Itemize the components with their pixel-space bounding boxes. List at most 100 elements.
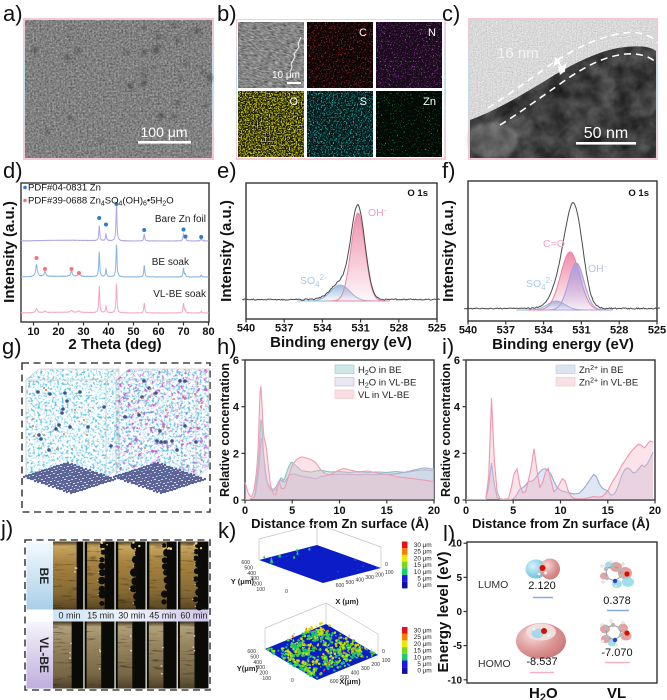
svg-text:O 1s: O 1s <box>628 188 649 199</box>
svg-text:BE soak: BE soak <box>152 257 190 268</box>
svg-text:20: 20 <box>414 641 422 648</box>
svg-text:μm: μm <box>423 576 432 583</box>
svg-text:525: 525 <box>428 323 446 335</box>
svg-text:Distance from Zn surface (Å): Distance from Zn surface (Å) <box>472 516 650 531</box>
svg-text:Binding energy (eV): Binding energy (eV) <box>492 336 634 353</box>
svg-text:400: 400 <box>247 571 256 577</box>
svg-text:N: N <box>428 27 436 39</box>
svg-text:20: 20 <box>649 505 661 517</box>
svg-text:25: 25 <box>414 549 422 556</box>
svg-text:534: 534 <box>313 323 332 335</box>
svg-text:531: 531 <box>351 323 369 335</box>
svg-text:-5: -5 <box>453 641 462 652</box>
svg-text:μm: μm <box>423 648 432 655</box>
svg-text:LUMO: LUMO <box>478 579 508 591</box>
svg-text:H2O in VL-BE: H2O in VL-BE <box>358 378 416 390</box>
svg-text:μm: μm <box>423 555 432 562</box>
svg-text:O: O <box>289 96 298 108</box>
svg-text:70: 70 <box>177 326 189 338</box>
svg-text:Binding energy (eV): Binding energy (eV) <box>270 334 412 351</box>
svg-text:BE: BE <box>37 568 51 585</box>
svg-text:H2O: H2O <box>529 685 558 700</box>
svg-text:h): h) <box>217 334 237 359</box>
svg-text:a): a) <box>3 1 23 26</box>
svg-text:C=O: C=O <box>543 238 565 250</box>
svg-text:16 nm: 16 nm <box>497 45 539 62</box>
svg-text:540: 540 <box>237 323 255 335</box>
svg-text:10: 10 <box>451 539 463 550</box>
svg-text:VL-BE soak: VL-BE soak <box>153 289 207 300</box>
svg-text:10: 10 <box>414 654 422 661</box>
svg-text:μm: μm <box>423 634 432 641</box>
svg-text:400: 400 <box>253 660 262 666</box>
svg-text:20: 20 <box>52 326 64 338</box>
svg-text:2 Theta (deg): 2 Theta (deg) <box>68 336 161 353</box>
svg-text:10: 10 <box>554 505 566 517</box>
svg-text:500: 500 <box>340 675 349 681</box>
svg-text:10: 10 <box>333 505 345 517</box>
svg-text:μm: μm <box>423 628 432 635</box>
svg-text:Zn2+ in VL-BE: Zn2+ in VL-BE <box>579 378 638 389</box>
svg-text:20: 20 <box>428 505 440 517</box>
svg-text:μm: μm <box>423 668 432 675</box>
svg-text:30: 30 <box>77 326 89 338</box>
svg-text:0: 0 <box>285 589 288 595</box>
svg-text:0: 0 <box>385 562 388 568</box>
svg-text:50: 50 <box>127 326 139 338</box>
svg-text:600: 600 <box>241 560 250 566</box>
svg-text:OH-: OH- <box>368 206 387 219</box>
svg-text:2: 2 <box>454 448 460 460</box>
svg-text:Zn: Zn <box>423 96 436 108</box>
svg-text:537: 537 <box>275 323 293 335</box>
svg-text:100: 100 <box>256 587 265 593</box>
svg-text:500: 500 <box>250 654 259 660</box>
svg-text:5: 5 <box>510 505 516 517</box>
svg-text:15: 15 <box>602 505 614 517</box>
svg-text:5: 5 <box>456 573 462 584</box>
svg-text:2.120: 2.120 <box>528 580 556 592</box>
svg-text:b): b) <box>217 1 237 26</box>
svg-text:45 min: 45 min <box>149 611 176 621</box>
svg-text:4: 4 <box>454 402 461 414</box>
svg-text:VL-BE: VL-BE <box>37 637 51 673</box>
svg-text:Energy level (eV): Energy level (eV) <box>435 552 452 673</box>
svg-text:0: 0 <box>417 582 421 589</box>
svg-text:540: 540 <box>459 325 477 337</box>
svg-text:100: 100 <box>382 658 391 664</box>
svg-text:600: 600 <box>247 649 256 655</box>
svg-text:l): l) <box>443 521 455 546</box>
svg-text:i): i) <box>442 334 454 359</box>
svg-text:Zn2+ in BE: Zn2+ in BE <box>579 365 623 376</box>
svg-text:0: 0 <box>456 607 462 618</box>
svg-text:HOMO: HOMO <box>478 658 511 670</box>
svg-text:-8.537: -8.537 <box>526 656 557 668</box>
svg-text:531: 531 <box>572 325 590 337</box>
svg-text:100 μm: 100 μm <box>141 124 188 140</box>
svg-text:H2O in BE: H2O in BE <box>358 365 402 377</box>
svg-text:60 min: 60 min <box>180 611 207 621</box>
svg-text:200: 200 <box>371 662 380 668</box>
svg-text:525: 525 <box>648 325 666 337</box>
svg-text:15: 15 <box>414 648 422 655</box>
svg-text:PDF#04-0831 Zn: PDF#04-0831 Zn <box>28 183 101 194</box>
svg-text:μm: μm <box>423 569 432 576</box>
svg-text:537: 537 <box>497 325 515 337</box>
svg-text:50 nm: 50 nm <box>584 125 628 142</box>
svg-text:Intensity (a.u.): Intensity (a.u.) <box>440 200 457 302</box>
svg-text:10: 10 <box>414 569 422 576</box>
svg-text:Relative concentration: Relative concentration <box>218 363 232 497</box>
svg-text:200: 200 <box>253 582 262 588</box>
svg-text:40: 40 <box>102 326 114 338</box>
svg-text:-7.070: -7.070 <box>601 647 632 659</box>
svg-text:100: 100 <box>385 570 394 576</box>
svg-text:528: 528 <box>610 325 628 337</box>
svg-text:μm: μm <box>423 654 432 661</box>
svg-text:534: 534 <box>534 325 553 337</box>
svg-text:300: 300 <box>365 575 374 581</box>
svg-text:15 min: 15 min <box>87 611 114 621</box>
svg-text:k): k) <box>218 518 236 543</box>
svg-text:c): c) <box>442 1 460 26</box>
svg-text:600: 600 <box>336 583 345 589</box>
svg-text:300: 300 <box>361 666 370 672</box>
svg-text:0: 0 <box>454 495 460 507</box>
